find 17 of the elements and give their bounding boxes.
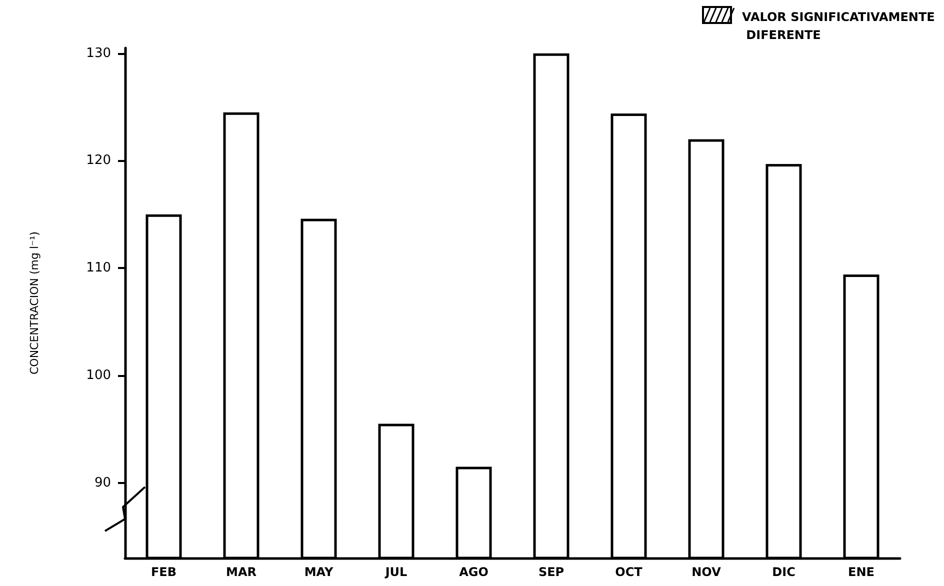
y-tick-label: 110 <box>86 260 111 276</box>
x-tick-label: MAR <box>226 565 256 579</box>
y-tick-label: 100 <box>86 368 111 383</box>
x-tick-label: NOV <box>692 565 722 579</box>
x-tick-label: JUL <box>384 565 408 579</box>
x-tick-label: AGO <box>459 565 488 579</box>
y-tick-label: 130 <box>86 46 111 61</box>
x-tick-label: DIC <box>772 565 796 579</box>
text: VALOR SIGNIFICATIVAMENTE DIFERENTE <box>742 10 935 42</box>
x-tick-label: FEB <box>150 565 177 579</box>
x-tick-label: SEP <box>538 565 564 579</box>
x-tick-label: MAY <box>304 565 334 579</box>
x-tick-label: ENE <box>848 565 874 579</box>
y-tick-label: 90 <box>94 475 111 490</box>
y-tick-label: 120 <box>86 153 111 168</box>
x-tick-label: OCT <box>615 565 644 579</box>
y-axis-title: CONCENTRACION (mg l⁻¹) <box>28 231 41 375</box>
